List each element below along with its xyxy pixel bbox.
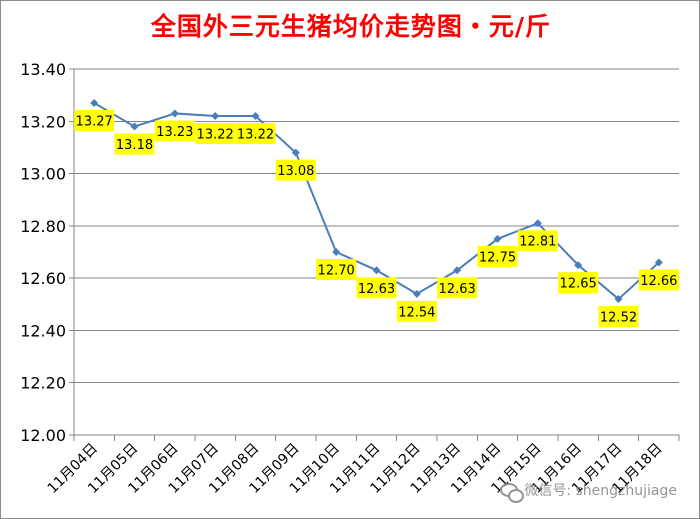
data-label: 12.81 [519,235,556,250]
data-label: 13.23 [156,125,193,140]
data-label-box [558,272,599,294]
data-label-box [154,120,195,142]
data-point [130,122,139,131]
data-label: 12.65 [560,277,597,292]
data-point [251,112,260,121]
data-point [372,266,381,275]
data-label-box [235,123,276,145]
data-label: 13.22 [237,128,274,143]
data-label-box [638,269,679,291]
data-label: 13.18 [116,138,153,153]
data-label-box [356,277,397,299]
y-tick-label: 12.80 [20,217,66,236]
watermark: 微信号: shengzhujiage [500,480,677,503]
data-label: 13.27 [76,114,113,129]
data-label-box [114,133,155,155]
chart-title: 全国外三元生猪均价走势图・元/斤 [150,12,552,41]
data-label: 12.75 [479,250,516,265]
data-label: 12.63 [439,282,476,297]
data-point [654,258,663,267]
wechat-icon [500,483,525,503]
data-label: 12.63 [358,282,395,297]
y-tick-label: 12.60 [20,269,66,288]
data-label-box [517,230,558,252]
data-point [614,295,623,304]
data-label: 13.08 [277,164,314,179]
data-label-box [396,300,437,322]
data-label-box [598,306,639,328]
data-label-box [316,259,357,280]
y-tick-label: 12.00 [20,426,66,445]
y-tick-label: 12.20 [20,374,66,393]
data-label: 12.52 [600,311,637,326]
data-point [533,219,542,228]
data-point [493,234,502,243]
data-point [332,248,341,256]
y-tick-label: 13.00 [20,165,66,184]
data-point [90,98,99,107]
data-point [574,261,583,270]
data-label: 12.66 [640,274,677,289]
data-point [412,289,421,298]
data-label-box [74,109,115,131]
data-label-box [477,245,518,267]
data-label-box [437,277,478,299]
data-point [170,109,179,118]
data-point [291,148,300,157]
data-label: 12.70 [318,264,355,279]
y-tick-label: 13.20 [20,112,66,131]
data-label-box [195,123,236,145]
y-tick-label: 13.40 [20,60,66,79]
watermark-text: 微信号: shengzhujiage [524,483,677,499]
y-tick-label: 12.40 [20,321,66,340]
data-label-box [275,159,316,181]
data-point [453,266,462,275]
data-label: 13.22 [197,128,234,143]
data-point [211,112,220,121]
data-label: 12.54 [398,305,435,320]
